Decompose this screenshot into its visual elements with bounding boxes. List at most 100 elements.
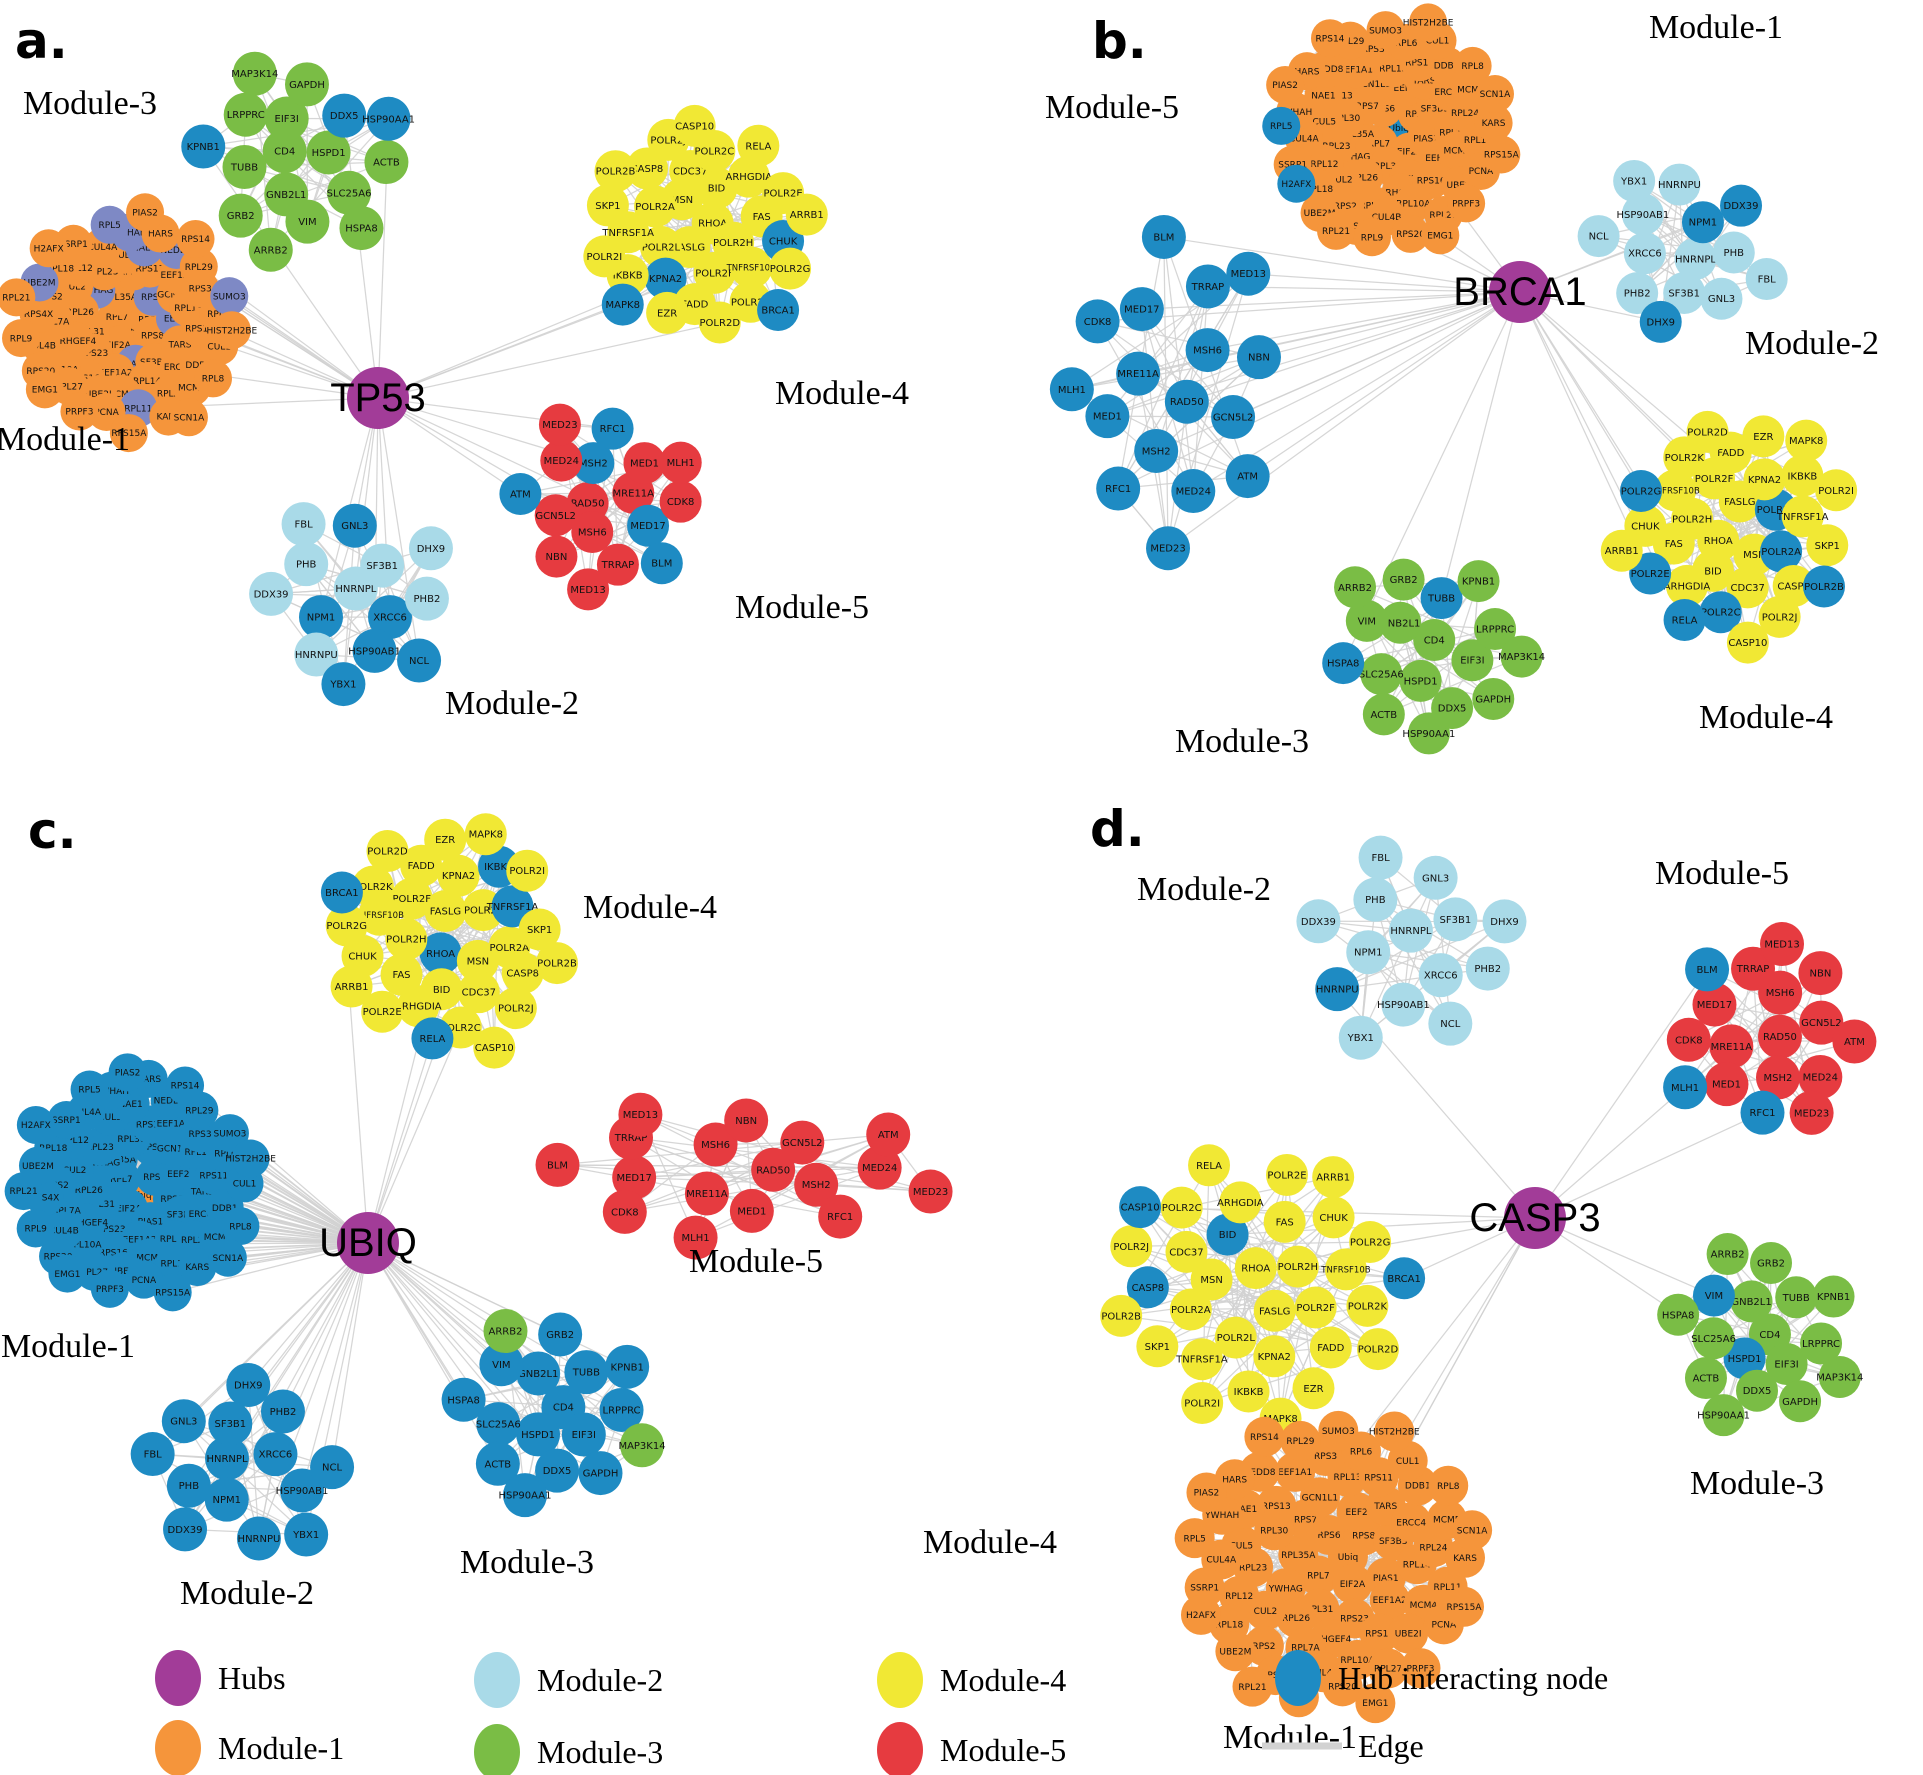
node-b-DHX9[interactable]: DHX9 [1639,300,1682,343]
node-a-H2AFX[interactable]: H2AFX [29,229,68,268]
node-d-HSPD1[interactable]: HSPD1 [1723,1337,1766,1380]
node-b-ARRB1[interactable]: ARRB1 [1600,529,1643,572]
node-c-RPS14[interactable]: RPS14 [166,1066,205,1105]
node-a-CASP10[interactable]: CASP10 [673,104,716,147]
node-b-MED23[interactable]: MED23 [1146,526,1191,571]
node-c-RELA[interactable]: RELA [411,1017,454,1060]
node-d-MSN[interactable]: MSN [1190,1258,1233,1301]
node-a-DDX39[interactable]: DDX39 [249,571,294,616]
node-a-MSH6[interactable]: MSH6 [571,510,614,553]
node-a-POLR2G[interactable]: POLR2G [769,247,812,290]
node-c-HSPD1[interactable]: HSPD1 [516,1412,561,1457]
node-d-GNB2L1[interactable]: GNB2L1 [1730,1280,1773,1323]
node-d-CASP10[interactable]: CASP10 [1119,1186,1162,1229]
node-c-FASLG[interactable]: FASLG [424,890,467,933]
node-c-EMG1[interactable]: EMG1 [48,1254,87,1293]
node-b-BLM[interactable]: BLM [1141,214,1186,259]
node-d-RPL29[interactable]: RPL29 [1280,1420,1321,1461]
node-c-MED23[interactable]: MED23 [908,1169,953,1214]
node-c-RPL21[interactable]: RPL21 [4,1172,43,1211]
node-b-GAPDH[interactable]: GAPDH [1472,677,1515,720]
node-d-RPL8[interactable]: RPL8 [1428,1465,1469,1506]
node-a-POLR2F[interactable]: POLR2F [693,251,736,294]
node-d-SUMO3[interactable]: SUMO3 [1318,1410,1359,1451]
node-a-NBN[interactable]: NBN [535,535,578,578]
node-b-MLH1[interactable]: MLH1 [1049,367,1094,412]
node-d-GCN5L2[interactable]: GCN5L2 [1799,1000,1844,1045]
node-c-MLH1[interactable]: MLH1 [673,1215,718,1260]
node-c-HIST2H2BE[interactable]: HIST2H2BE [225,1139,276,1178]
node-a-KPNA2[interactable]: KPNA2 [644,257,687,300]
node-d-CASP8[interactable]: CASP8 [1126,1266,1169,1309]
node-b-EMG1[interactable]: EMG1 [1421,216,1460,255]
node-d-SKP1[interactable]: SKP1 [1136,1325,1179,1368]
node-b-SKP1[interactable]: SKP1 [1806,524,1849,567]
node-b-HSPD1[interactable]: HSPD1 [1399,659,1442,702]
node-b-NCL[interactable]: NCL [1577,215,1620,258]
node-d-VIM[interactable]: VIM [1692,1274,1735,1317]
hub-TP53[interactable]: TP53 [330,367,426,429]
node-d-YBX1[interactable]: YBX1 [1338,1015,1383,1060]
node-c-DDX39[interactable]: DDX39 [163,1507,208,1552]
node-a-MLH1[interactable]: MLH1 [659,441,702,484]
node-d-IKBKB[interactable]: IKBKB [1227,1370,1270,1413]
node-d-UBE2I[interactable]: UBE2I [1388,1613,1429,1654]
node-d-POLR2F[interactable]: POLR2F [1294,1286,1337,1329]
node-b-RPS14[interactable]: RPS14 [1310,19,1349,58]
node-b-GCN5L2[interactable]: GCN5L2 [1211,395,1256,440]
node-c-MSH2[interactable]: MSH2 [794,1162,839,1207]
node-c-RAD50[interactable]: RAD50 [751,1147,796,1192]
node-c-HNRNPL[interactable]: HNRNPL [205,1436,250,1481]
node-a-KPNB1[interactable]: KPNB1 [181,124,226,169]
node-b-RPL21[interactable]: RPL21 [1317,211,1356,250]
node-a-MAPK8[interactable]: MAPK8 [601,283,644,326]
node-d-POLR2L[interactable]: POLR2L [1214,1316,1257,1359]
node-c-PHB2[interactable]: PHB2 [260,1389,305,1434]
node-b-MRE11A[interactable]: MRE11A [1116,351,1161,396]
node-c-DDX5[interactable]: DDX5 [535,1448,580,1493]
node-a-GRB2[interactable]: GRB2 [218,193,263,238]
node-d-H2AFX[interactable]: H2AFX [1180,1594,1221,1635]
node-d-KPNA2[interactable]: KPNA2 [1253,1335,1296,1378]
node-b-PHB[interactable]: PHB [1712,231,1755,274]
node-c-HSP90AA1[interactable]: HSP90AA1 [499,1473,552,1518]
node-d-TRRAP[interactable]: TRRAP [1731,946,1776,991]
node-b-KPNB1[interactable]: KPNB1 [1457,560,1500,603]
node-b-HSPA8[interactable]: HSPA8 [1322,642,1365,685]
node-d-CDK8[interactable]: CDK8 [1666,1017,1711,1062]
node-a-HSP90AB1[interactable]: HSP90AB1 [348,628,401,673]
node-d-EEF1A1[interactable]: EEF1A1 [1275,1451,1316,1492]
node-c-MAPK8[interactable]: MAPK8 [464,813,507,856]
node-b-LRPPRC[interactable]: LRPPRC [1474,608,1517,651]
node-a-HSPD1[interactable]: HSPD1 [306,130,351,175]
node-c-RPL9[interactable]: RPL9 [16,1209,55,1248]
node-b-CASP10[interactable]: CASP10 [1726,621,1769,664]
node-b-MAPK8[interactable]: MAPK8 [1785,419,1828,462]
node-b-RPL8[interactable]: RPL8 [1453,46,1492,85]
node-c-POLR2E[interactable]: POLR2E [361,990,404,1033]
node-b-SF3B1[interactable]: SF3B1 [1663,271,1706,314]
node-d-RPS16[interactable]: RPS16 [1359,1613,1400,1654]
node-d-RPS15A[interactable]: RPS15A [1444,1586,1485,1627]
node-d-DDX39[interactable]: DDX39 [1296,899,1341,944]
node-b-TUBB[interactable]: TUBB [1420,577,1463,620]
node-c-POLR2D[interactable]: POLR2D [366,830,409,873]
node-a-PHB[interactable]: PHB [284,542,329,587]
node-a-SUMO3[interactable]: SUMO3 [210,277,249,316]
node-d-POLR2A[interactable]: POLR2A [1169,1288,1212,1331]
node-a-SKP1[interactable]: SKP1 [586,184,629,227]
node-a-CDK8[interactable]: CDK8 [659,480,702,523]
node-a-MSH2[interactable]: MSH2 [572,442,615,485]
node-c-RFC1[interactable]: RFC1 [818,1194,863,1239]
node-d-FADD[interactable]: FADD [1309,1326,1352,1369]
node-a-MED24[interactable]: MED24 [540,439,583,482]
node-a-FBL[interactable]: FBL [281,502,326,547]
node-c-SSRP1[interactable]: SSRP1 [47,1101,86,1140]
node-d-POLR2K[interactable]: POLR2K [1346,1284,1389,1327]
node-c-TUBB[interactable]: TUBB [564,1350,609,1395]
node-a-POLR2D[interactable]: POLR2D [698,301,741,344]
node-d-FAS[interactable]: FAS [1263,1200,1306,1243]
node-d-SF3B1[interactable]: SF3B1 [1433,897,1478,942]
node-b-KPNA2[interactable]: KPNA2 [1743,458,1786,501]
node-d-MRE11A[interactable]: MRE11A [1709,1024,1754,1069]
